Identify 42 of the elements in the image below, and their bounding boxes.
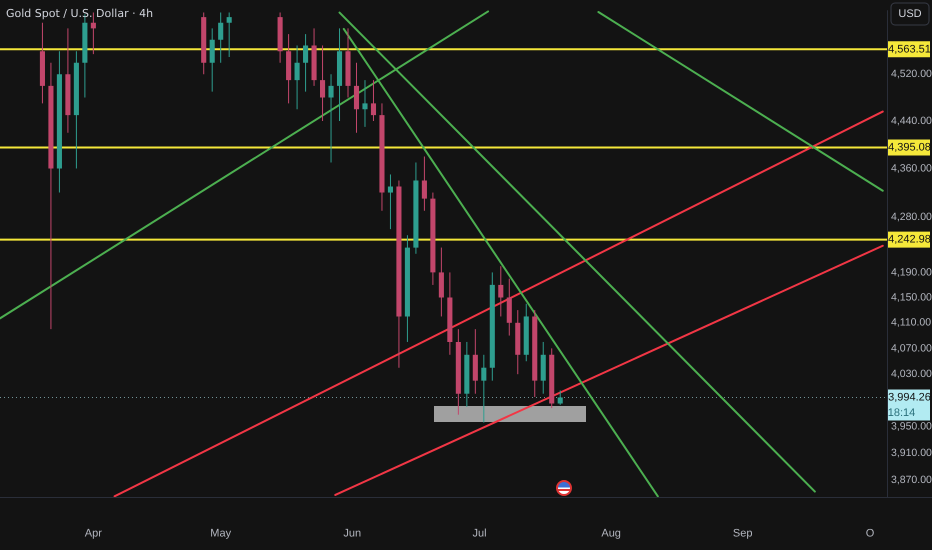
candlestick <box>370 80 376 122</box>
ref-line-label: 4,395.08 <box>888 142 931 154</box>
y-tick-label: 4,520.00 <box>891 68 932 80</box>
candlestick <box>90 12 96 55</box>
x-tick-label: Aug <box>601 528 621 540</box>
ref-line-label: 3,994.26 <box>888 391 931 404</box>
x-tick-label: May <box>210 528 232 540</box>
x-tick-label: Jul <box>472 528 487 540</box>
candlestick <box>362 80 368 128</box>
y-tick-label: 3,910.00 <box>891 447 932 460</box>
candlestick <box>226 12 232 58</box>
x-tick-label: O <box>866 528 875 540</box>
x-tick-label: Apr <box>84 528 102 540</box>
candlestick <box>320 45 326 122</box>
y-tick-label: 4,440.00 <box>891 114 932 127</box>
candlestick <box>354 62 360 134</box>
y-tick-label: 4,030.00 <box>891 368 932 380</box>
text: 18:14 <box>888 406 916 419</box>
y-tick-label: 4,280.00 <box>891 210 932 223</box>
x-tick-label: Sep <box>732 528 752 540</box>
y-tick-label: 3,950.00 <box>891 420 932 432</box>
y-tick-label: 4,150.00 <box>891 291 932 304</box>
y-tick-label: 4,110.00 <box>891 316 932 329</box>
text: USD <box>898 8 922 20</box>
y-tick-label: 3,870.00 <box>891 474 932 486</box>
candlestick <box>303 34 308 92</box>
y-tick-label: 4,070.00 <box>891 342 932 354</box>
candlestick <box>498 266 504 317</box>
candlestick <box>422 156 427 212</box>
candlestick <box>388 174 393 230</box>
candlestick <box>218 12 224 64</box>
chart-title: Gold Spot / U.S. Dollar · 4h <box>6 6 154 20</box>
candlestick <box>481 354 486 424</box>
candlestick <box>210 28 215 92</box>
y-tick-label: 4,190.00 <box>891 266 932 278</box>
ref-line-label: 4,242.98 <box>888 234 931 246</box>
y-tick-label: 4,360.00 <box>891 162 932 174</box>
ref-line-label: 4,563.51 <box>888 43 931 56</box>
candlestick <box>558 390 563 406</box>
x-tick-label: Jun <box>343 528 362 540</box>
candlestick <box>294 45 300 110</box>
candlestick <box>328 74 334 163</box>
